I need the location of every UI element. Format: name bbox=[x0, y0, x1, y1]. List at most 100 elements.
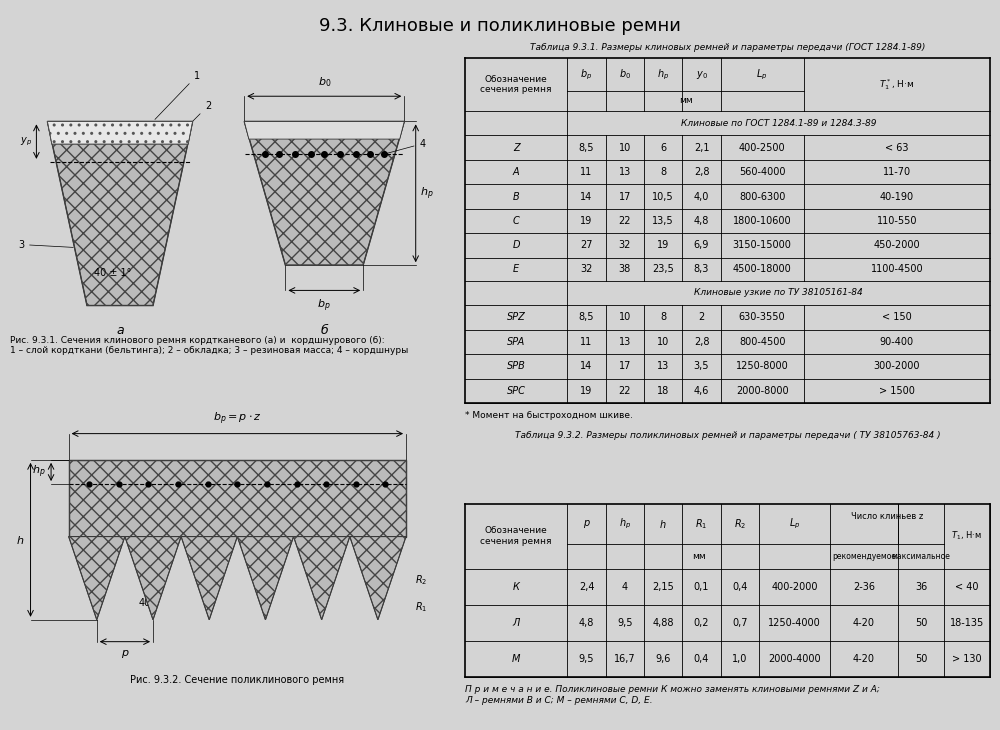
Text: A: A bbox=[513, 167, 520, 177]
Text: $h$: $h$ bbox=[16, 534, 25, 546]
Text: 8,5: 8,5 bbox=[579, 142, 594, 153]
Text: 800-6300: 800-6300 bbox=[739, 191, 785, 201]
Text: 6,9: 6,9 bbox=[694, 240, 709, 250]
Polygon shape bbox=[47, 121, 193, 144]
Text: М: М bbox=[512, 654, 520, 664]
Text: 9,5: 9,5 bbox=[617, 618, 633, 628]
Text: 40-190: 40-190 bbox=[880, 191, 914, 201]
Text: $h_p$: $h_p$ bbox=[619, 516, 631, 531]
Text: $b_p$: $b_p$ bbox=[580, 67, 593, 82]
Text: 17: 17 bbox=[619, 361, 631, 372]
Text: 0,2: 0,2 bbox=[694, 618, 709, 628]
Text: П р и м е ч а н и е. Поликлиновые ремни К можно заменять клиновыми ремнями Z и А: П р и м е ч а н и е. Поликлиновые ремни … bbox=[465, 685, 880, 704]
Text: 2,8: 2,8 bbox=[694, 337, 709, 347]
Text: 13: 13 bbox=[619, 167, 631, 177]
Text: 10: 10 bbox=[619, 142, 631, 153]
Text: < 40: < 40 bbox=[955, 582, 979, 592]
Text: 90-400: 90-400 bbox=[880, 337, 914, 347]
Text: 2,1: 2,1 bbox=[694, 142, 709, 153]
Text: 300-2000: 300-2000 bbox=[874, 361, 920, 372]
Text: 4,8: 4,8 bbox=[694, 216, 709, 226]
Text: 1250-4000: 1250-4000 bbox=[768, 618, 821, 628]
Polygon shape bbox=[294, 537, 350, 620]
Polygon shape bbox=[350, 537, 406, 620]
Text: $h_p$: $h_p$ bbox=[420, 185, 434, 201]
Text: 9.3. Клиновые и поликлиновые ремни: 9.3. Клиновые и поликлиновые ремни bbox=[319, 17, 681, 34]
Text: 8: 8 bbox=[660, 167, 666, 177]
Text: 19: 19 bbox=[580, 385, 593, 396]
Text: $h$: $h$ bbox=[659, 518, 667, 530]
Text: 6: 6 bbox=[660, 142, 666, 153]
Text: 4,6: 4,6 bbox=[694, 385, 709, 396]
Text: SPA: SPA bbox=[507, 337, 525, 347]
Text: мм: мм bbox=[679, 96, 692, 105]
Text: 17: 17 bbox=[619, 191, 631, 201]
Text: Обозначение
сечения ремня: Обозначение сечения ремня bbox=[480, 75, 552, 94]
Text: 13: 13 bbox=[657, 361, 669, 372]
Text: 400-2000: 400-2000 bbox=[771, 582, 818, 592]
Text: $R_2$: $R_2$ bbox=[734, 517, 746, 531]
Text: SPB: SPB bbox=[507, 361, 526, 372]
Text: 23,5: 23,5 bbox=[652, 264, 674, 274]
Text: 40°: 40° bbox=[139, 598, 156, 608]
Text: максимальное: максимальное bbox=[892, 552, 950, 561]
Text: $L_p$: $L_p$ bbox=[789, 516, 800, 531]
Text: 10: 10 bbox=[619, 312, 631, 323]
Text: $p$: $p$ bbox=[583, 518, 590, 530]
Text: 13: 13 bbox=[619, 337, 631, 347]
Polygon shape bbox=[125, 537, 181, 620]
Text: 1: 1 bbox=[155, 71, 200, 120]
Polygon shape bbox=[244, 121, 404, 139]
Polygon shape bbox=[244, 121, 404, 265]
Text: $b_p = p \cdot z$: $b_p = p \cdot z$ bbox=[213, 411, 262, 427]
Text: $y_p$: $y_p$ bbox=[20, 136, 32, 147]
Text: б: б bbox=[320, 324, 328, 337]
Text: 9,6: 9,6 bbox=[656, 654, 671, 664]
Text: D: D bbox=[512, 240, 520, 250]
Text: 110-550: 110-550 bbox=[877, 216, 917, 226]
Text: 22: 22 bbox=[619, 216, 631, 226]
Text: 4-20: 4-20 bbox=[853, 654, 875, 664]
Text: Клиновые по ГОСТ 1284.1-89 и 1284.3-89: Клиновые по ГОСТ 1284.1-89 и 1284.3-89 bbox=[681, 119, 876, 128]
Text: 2,15: 2,15 bbox=[652, 582, 674, 592]
Text: > 1500: > 1500 bbox=[879, 385, 915, 396]
Text: 32: 32 bbox=[580, 264, 593, 274]
Text: а: а bbox=[116, 324, 124, 337]
Text: 22: 22 bbox=[619, 385, 631, 396]
Polygon shape bbox=[237, 537, 294, 620]
Text: 630-3550: 630-3550 bbox=[739, 312, 785, 323]
Text: $R_2$: $R_2$ bbox=[415, 574, 427, 587]
Text: 0,1: 0,1 bbox=[694, 582, 709, 592]
Text: 3: 3 bbox=[18, 239, 73, 250]
Text: 8,5: 8,5 bbox=[579, 312, 594, 323]
Text: 4: 4 bbox=[622, 582, 628, 592]
Text: 400-2500: 400-2500 bbox=[739, 142, 785, 153]
Text: < 63: < 63 bbox=[885, 142, 909, 153]
Text: SPC: SPC bbox=[507, 385, 526, 396]
Text: 13,5: 13,5 bbox=[652, 216, 674, 226]
Text: Л: Л bbox=[512, 618, 520, 628]
Text: 10: 10 bbox=[657, 337, 669, 347]
Text: 11: 11 bbox=[580, 167, 593, 177]
Text: * Момент на быстроходном шкиве.: * Момент на быстроходном шкиве. bbox=[465, 412, 633, 420]
Text: 40 ± 1°: 40 ± 1° bbox=[94, 268, 131, 277]
Text: $L_p$: $L_p$ bbox=[756, 67, 768, 82]
Text: < 150: < 150 bbox=[882, 312, 912, 323]
Text: Рис. 9.3.2. Сечение поликлинового ремня: Рис. 9.3.2. Сечение поликлинового ремня bbox=[130, 675, 344, 685]
Text: 560-4000: 560-4000 bbox=[739, 167, 785, 177]
Text: C: C bbox=[513, 216, 520, 226]
Text: мм: мм bbox=[692, 552, 706, 561]
Text: > 130: > 130 bbox=[952, 654, 982, 664]
Text: 8: 8 bbox=[660, 312, 666, 323]
Text: 4,0: 4,0 bbox=[694, 191, 709, 201]
Text: $R_1$: $R_1$ bbox=[695, 517, 708, 531]
Text: 2: 2 bbox=[698, 312, 705, 323]
Text: 1100-4500: 1100-4500 bbox=[870, 264, 923, 274]
Text: 3150-15000: 3150-15000 bbox=[733, 240, 792, 250]
Text: 3,5: 3,5 bbox=[694, 361, 709, 372]
Text: $h_p$: $h_p$ bbox=[657, 67, 669, 82]
Text: $b_p$: $b_p$ bbox=[317, 298, 331, 315]
Text: $b_0$: $b_0$ bbox=[619, 68, 631, 82]
Text: Число клиньев z: Число клиньев z bbox=[851, 512, 923, 521]
Text: 19: 19 bbox=[580, 216, 593, 226]
